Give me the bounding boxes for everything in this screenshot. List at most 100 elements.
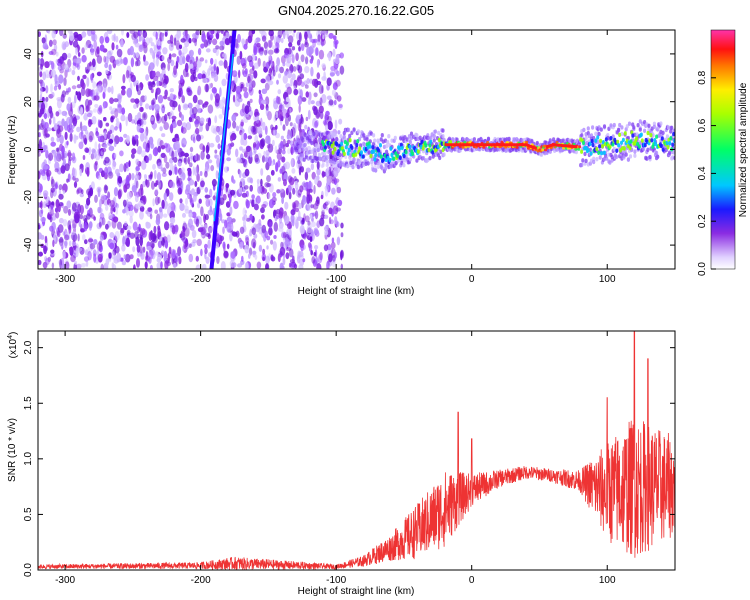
heatmap-cell xyxy=(192,94,198,104)
heatmap-cell xyxy=(268,55,272,61)
heatmap-cell xyxy=(353,139,357,145)
heatmap-cell xyxy=(283,179,287,187)
heatmap-cell xyxy=(167,251,173,259)
heatmap-cell xyxy=(222,226,225,234)
heatmap-cell xyxy=(94,141,98,151)
heatmap-cell xyxy=(424,143,428,148)
heatmap-cell xyxy=(150,114,155,125)
heatmap-cell xyxy=(54,161,60,171)
heatmap-cell xyxy=(287,30,293,34)
heatmap-cell xyxy=(372,133,376,138)
heatmap-cell xyxy=(320,164,324,168)
heatmap-cell xyxy=(230,251,236,259)
heatmap-cell xyxy=(43,113,48,120)
heatmap-cell xyxy=(87,30,93,37)
heatmap-cell xyxy=(321,30,327,37)
heatmap-cell xyxy=(614,154,619,160)
heatmap-cell xyxy=(314,120,319,128)
heatmap-cell xyxy=(281,156,286,163)
heatmap-cell xyxy=(161,115,167,124)
heatmap-cell xyxy=(90,48,95,56)
heatmap-cell xyxy=(642,146,646,152)
heatmap-cell xyxy=(48,51,54,55)
heatmap-cell xyxy=(277,253,281,263)
heatmap-cell xyxy=(245,199,250,209)
heatmap-cell xyxy=(51,201,55,207)
heatmap-cell xyxy=(86,132,90,141)
heatmap-cell xyxy=(238,186,243,194)
heatmap-cell xyxy=(38,251,43,257)
heatmap-cell xyxy=(273,115,277,123)
heatmap-cell xyxy=(192,239,197,244)
heatmap-cell xyxy=(649,133,653,138)
heatmap-cell xyxy=(114,108,119,119)
heatmap-cell xyxy=(49,216,53,223)
colorbar-tick-label: 0.6 xyxy=(697,118,708,132)
heatmap-ytick-label: -20 xyxy=(23,190,34,205)
heatmap-cell xyxy=(188,243,192,248)
heatmap-cell xyxy=(150,180,155,190)
heatmap-cell xyxy=(254,134,259,145)
heatmap-cell xyxy=(152,50,156,56)
heatmap-cell xyxy=(586,126,590,131)
heatmap-cell xyxy=(62,250,66,260)
heatmap-cell xyxy=(148,105,152,110)
heatmap-cell xyxy=(174,252,179,263)
heatmap-cell xyxy=(609,136,613,141)
heatmap-cell xyxy=(541,148,545,152)
heatmap-cell xyxy=(282,31,286,40)
heatmap-cell xyxy=(70,231,76,236)
heatmap-cell xyxy=(109,242,115,250)
heatmap-cell xyxy=(432,138,436,143)
heatmap-cell xyxy=(242,70,248,78)
heatmap-cell xyxy=(66,124,71,133)
heatmap-cell xyxy=(235,85,242,95)
heatmap-cell xyxy=(179,203,185,211)
heatmap-cell xyxy=(214,58,218,66)
heatmap-cell xyxy=(256,178,260,185)
heatmap-cell xyxy=(162,47,168,55)
heatmap-cell xyxy=(163,192,167,201)
heatmap-cell xyxy=(253,46,258,56)
heatmap-cell xyxy=(150,42,155,47)
heatmap-cell xyxy=(212,38,218,46)
heatmap-ytick-label: 20 xyxy=(23,96,34,108)
heatmap-cell xyxy=(226,223,232,233)
heatmap-cell xyxy=(51,212,57,221)
heatmap-cell xyxy=(129,232,135,239)
heatmap-cell xyxy=(97,206,102,214)
heatmap-cell xyxy=(166,234,171,243)
heatmap-cell xyxy=(389,146,393,151)
heatmap-cell xyxy=(267,219,273,228)
heatmap-cell xyxy=(98,143,101,150)
heatmap-cell xyxy=(81,125,88,132)
heatmap-cell xyxy=(255,115,260,124)
heatmap-cell xyxy=(362,133,366,138)
heatmap-cell xyxy=(156,80,160,87)
heatmap-cell xyxy=(323,244,329,252)
heatmap-cell xyxy=(189,59,193,65)
heatmap-cell xyxy=(298,148,302,153)
heatmap-cell xyxy=(59,242,64,248)
heatmap-cell xyxy=(326,154,330,160)
heatmap-cell xyxy=(139,99,143,107)
heatmap-cell xyxy=(595,146,599,152)
heatmap-cell xyxy=(239,146,243,151)
heatmap-cell xyxy=(354,152,358,157)
heatmap-cell xyxy=(108,138,114,144)
heatmap-cell xyxy=(237,33,241,43)
heatmap-cell xyxy=(144,95,147,101)
heatmap-cell xyxy=(284,161,291,170)
heatmap-cell xyxy=(93,253,97,263)
heatmap-cell xyxy=(338,103,343,108)
heatmap-cell xyxy=(194,166,199,177)
heatmap-cell xyxy=(147,207,153,213)
heatmap-cell xyxy=(309,129,313,135)
heatmap-cell xyxy=(277,30,283,39)
heatmap-cell xyxy=(335,207,342,212)
heatmap-cell xyxy=(47,30,51,35)
heatmap-cell xyxy=(322,35,325,40)
heatmap-cell xyxy=(40,209,44,214)
heatmap-cell xyxy=(89,65,94,71)
heatmap-cell xyxy=(225,201,231,208)
